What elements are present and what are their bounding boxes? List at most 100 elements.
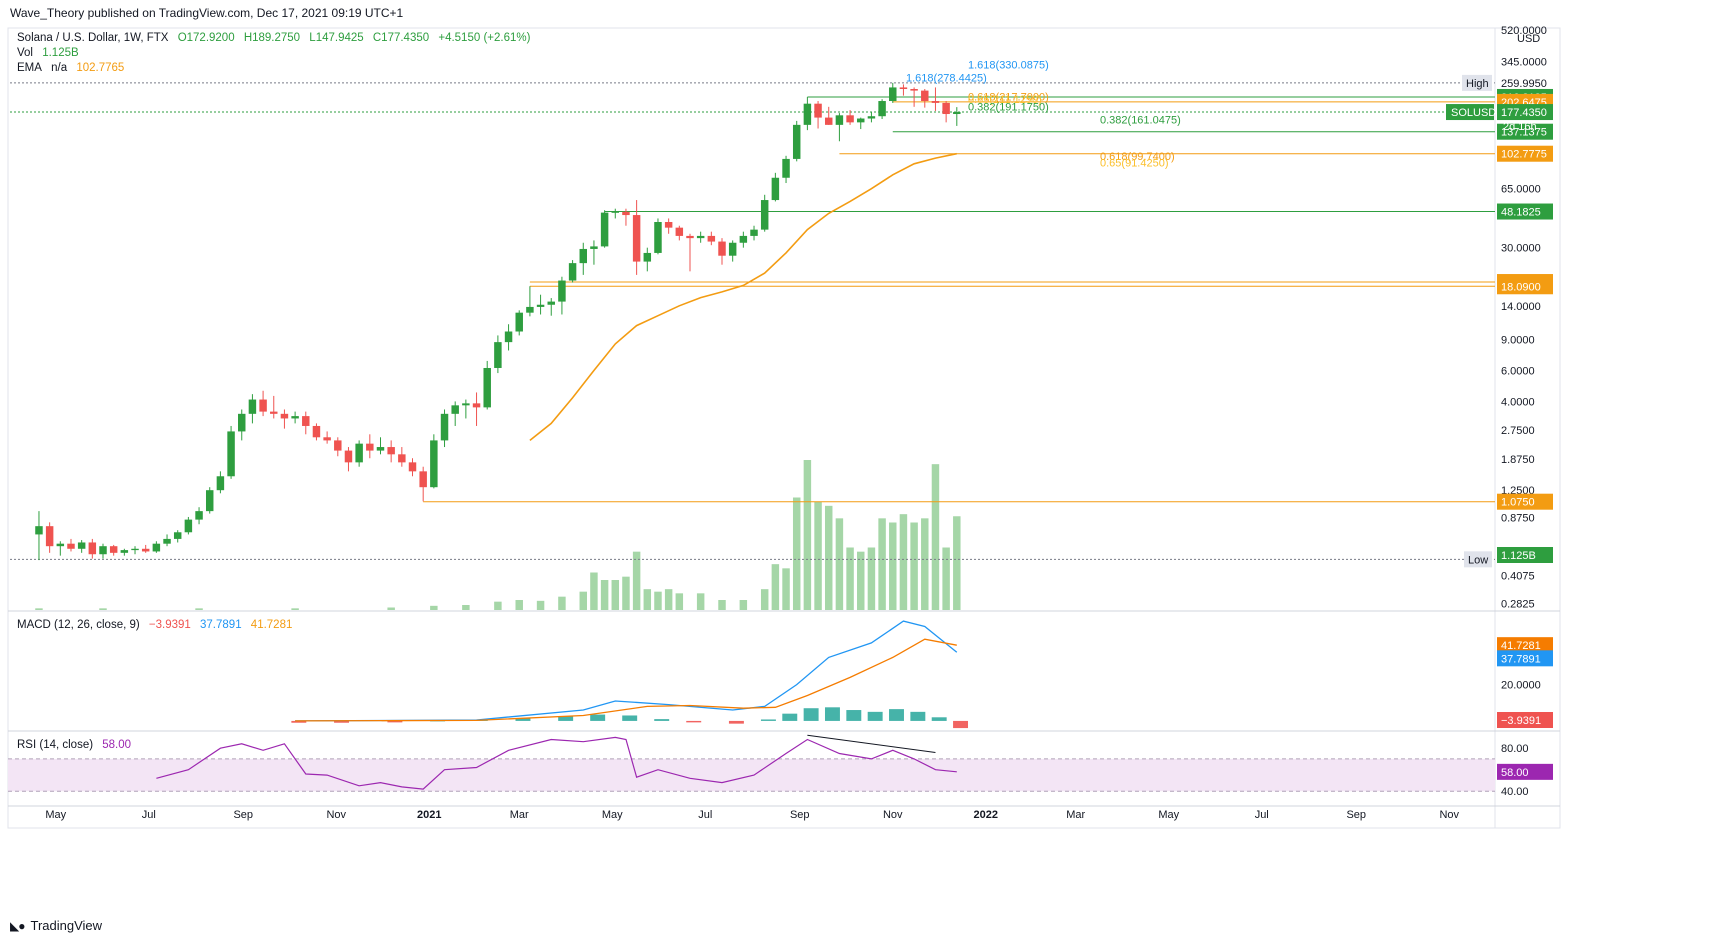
volume-bar [760,589,769,610]
candle-body [824,117,833,125]
price-tick-label: 259.9950 [1501,78,1547,90]
macd-hist-bar [846,710,862,721]
macd-signal-value: 41.7281 [250,619,293,631]
candle-body [803,103,812,125]
footer: ◣● TradingView [10,918,102,933]
currency-label: USD [1517,33,1540,45]
volume-bar [291,608,299,610]
candle-body [88,542,97,555]
price-tick-label: 1.8750 [1501,454,1535,466]
price-tick-label: 0.4075 [1501,571,1535,583]
candle-body [910,88,918,91]
candle-body [835,115,844,125]
price-tag-bg [1497,145,1553,162]
macd-hist-bar [760,719,776,721]
candle-body [504,331,513,343]
rsi-value-tag: 58.00 [1501,767,1529,779]
candle-body [451,405,459,414]
volume-bar [99,608,107,610]
price-tag: 48.1825 [1501,207,1541,219]
candle-body [109,546,118,553]
candle-body [131,548,139,551]
price-tick-label: 0.2825 [1501,599,1535,611]
candle-body [291,416,299,419]
volume-bar [953,516,961,610]
candle-body [45,526,54,547]
low-tag-bg [1464,551,1492,568]
candle-body [462,403,470,406]
candle-body [259,399,267,412]
macd-hist-bar [686,720,702,723]
symbol-legend: Solana / U.S. Dollar, 1W, FTX O172.9200 … [17,32,536,44]
ohlc-change: +4.5150 (+2.61%) [438,32,531,44]
price-tag: 102.7775 [1501,149,1547,161]
time-tick-label: Jul [142,809,156,821]
candle-body [526,306,534,313]
volume-bar [579,591,588,610]
time-tick-label: Sep [1346,809,1366,821]
candle-body [846,115,854,123]
macd-signal-tag-bg [1497,637,1553,654]
ema-line [529,152,957,442]
macd-series-line [295,638,957,722]
fib-level-label: 1.618(330.0875) [968,60,1049,72]
macd-line-tag-bg [1497,650,1553,667]
candle-body [280,413,289,419]
countdown-label: 2d 16h [1503,121,1537,133]
volume-bar [664,589,673,610]
ema-label[interactable]: EMA [17,62,42,74]
price-tag-bg [1497,278,1553,295]
volume-bar [718,600,726,610]
candle-body [440,413,449,441]
price-tag: 137.1375 [1501,127,1547,139]
ohlc-close: C177.4350 [372,32,430,44]
time-tick-label: Mar [1066,809,1085,821]
candle-body [408,462,417,472]
candle-body [739,235,748,243]
candle-body [216,476,225,491]
rsi-legend: RSI (14, close) 58.00 [17,739,137,751]
macd-hist-bar [334,720,350,723]
candle-body [558,280,566,302]
candle-body [419,471,427,488]
time-tick-label: Jul [1255,809,1269,821]
price-tag-bg [1497,123,1553,140]
ohlc-low: L147.9425 [309,32,364,44]
candle-body [77,542,86,549]
time-tick-label: May [602,809,623,821]
volume-bar [921,518,929,610]
symbol-tag-bg [1446,104,1494,121]
candle-body [664,221,673,228]
macd-hist-bar [910,711,926,721]
macd-hist-bar [931,717,947,721]
volume-bar [771,564,780,610]
macd-tick-label: 20.0000 [1501,680,1541,692]
macd-hist-bar [953,720,969,729]
volume-bar [35,608,43,610]
price-tick-label: 2.7500 [1501,425,1535,437]
candle-body [430,440,438,488]
footer-brand[interactable]: TradingView [30,918,103,933]
rsi-line [156,736,957,790]
candle-body [184,519,193,533]
rsi-label[interactable]: RSI (14, close) [17,739,94,751]
candle-body [35,526,43,535]
volume-bar [942,547,950,610]
volume-tag-bg [1497,547,1553,563]
candle-body [889,87,897,102]
tradingview-logo-icon[interactable]: ◣● [10,918,26,933]
symbol-title[interactable]: Solana / U.S. Dollar, 1W, FTX [17,32,169,44]
fib-level-label: 1.618(278.4425) [906,73,987,85]
candle-body [867,116,876,119]
last-price-tag: 177.4350 [1501,107,1547,119]
symbol-tag: SOLUSD [1451,107,1496,119]
volume-bar [462,605,470,610]
candle-body [398,454,406,463]
macd-hist-bar [803,708,819,721]
volume-label[interactable]: Vol [17,47,33,59]
time-tick-label: 2022 [974,809,998,821]
macd-label[interactable]: MACD (12, 26, close, 9) [17,619,140,631]
candle-body [878,101,886,117]
candle-body [686,235,694,239]
